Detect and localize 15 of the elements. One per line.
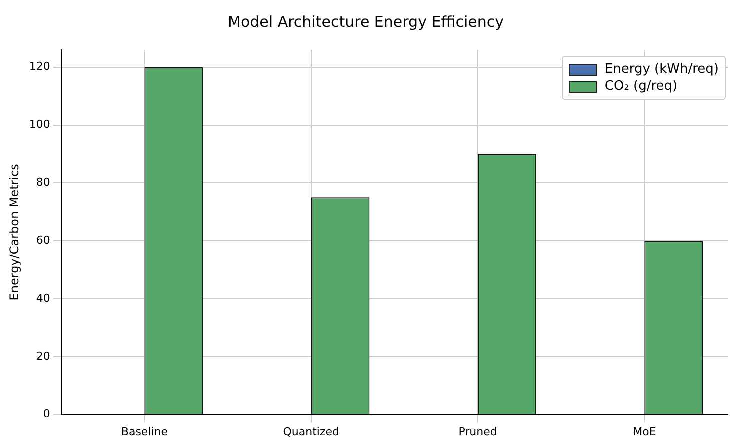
- chart-title: Model Architecture Energy Efficiency: [228, 12, 504, 31]
- legend-label: CO₂ (g/req): [604, 79, 678, 94]
- x-tick-label: Baseline: [121, 425, 168, 438]
- y-tick-label: 80: [36, 176, 50, 190]
- x-tick-label: Quantized: [283, 425, 340, 438]
- y-axis-title: Energy/Carbon Metrics: [7, 164, 22, 301]
- y-tick-label: 120: [29, 60, 50, 74]
- y-tick-label: 100: [29, 118, 50, 132]
- x-tick-label: MoE: [633, 425, 656, 438]
- x-tick-label: Pruned: [458, 425, 498, 438]
- legend-label: Energy (kWh/req): [604, 62, 719, 77]
- y-tick-label: 60: [36, 234, 50, 247]
- y-tick-label: 0: [43, 408, 50, 421]
- y-tick-label: 40: [36, 292, 50, 305]
- y-tick-label: 20: [36, 350, 50, 363]
